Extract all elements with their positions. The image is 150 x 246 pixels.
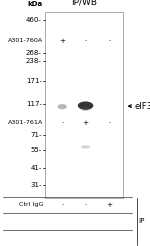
Ellipse shape	[79, 104, 92, 109]
Text: 238-: 238-	[26, 58, 42, 64]
Text: A301-761A: A301-761A	[8, 121, 44, 125]
Text: ·: ·	[108, 120, 110, 126]
Ellipse shape	[57, 104, 67, 109]
Ellipse shape	[81, 107, 90, 111]
Text: ·: ·	[61, 202, 63, 208]
Text: +: +	[59, 38, 65, 44]
Text: ·: ·	[61, 120, 63, 126]
Text: IP: IP	[138, 218, 144, 224]
Text: ·: ·	[84, 38, 87, 44]
Text: 41-: 41-	[30, 165, 42, 171]
Text: kDa: kDa	[28, 1, 43, 7]
Text: 71-: 71-	[30, 132, 42, 138]
Text: 171-: 171-	[26, 78, 42, 84]
Text: 31-: 31-	[30, 182, 42, 188]
Text: 460-: 460-	[26, 17, 42, 23]
Text: Ctrl IgG: Ctrl IgG	[19, 202, 44, 207]
Text: IP/WB: IP/WB	[71, 0, 97, 7]
Text: 117-: 117-	[26, 101, 42, 107]
Text: 268-: 268-	[26, 50, 42, 56]
Ellipse shape	[78, 101, 93, 110]
Text: ·: ·	[108, 38, 110, 44]
Text: +: +	[106, 202, 112, 208]
Ellipse shape	[81, 145, 90, 149]
Text: ·: ·	[84, 202, 87, 208]
Text: 55-: 55-	[31, 147, 42, 153]
Text: A301-760A: A301-760A	[8, 39, 44, 44]
Text: eIF3B: eIF3B	[135, 102, 150, 111]
Text: +: +	[82, 120, 89, 126]
